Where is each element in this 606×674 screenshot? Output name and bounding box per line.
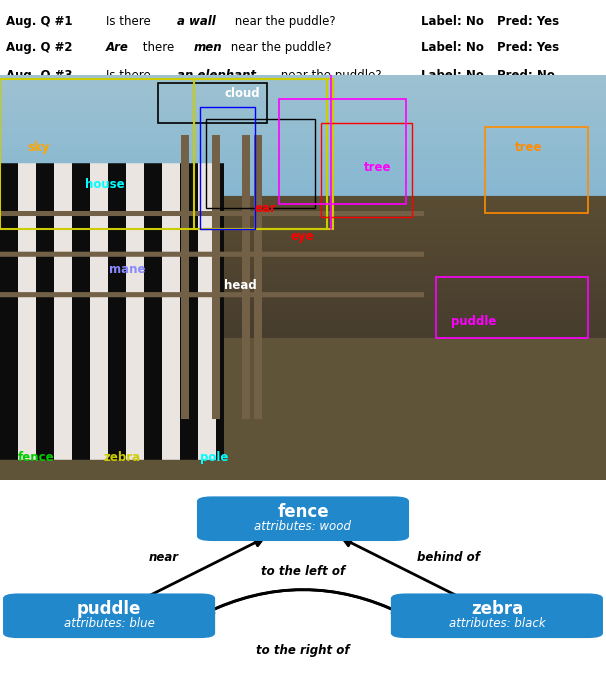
Bar: [0, 79, 333, 228]
Text: a wall: a wall: [177, 15, 216, 28]
Text: mane: mane: [109, 263, 145, 276]
Text: Label: No: Label: No: [421, 15, 484, 28]
Text: tree: tree: [364, 162, 391, 175]
FancyBboxPatch shape: [197, 496, 409, 541]
Text: ear: ear: [255, 202, 276, 215]
FancyBboxPatch shape: [3, 593, 215, 638]
Text: house: house: [85, 178, 124, 191]
Text: head: head: [224, 279, 257, 292]
Text: to the right of: to the right of: [256, 644, 350, 657]
Text: an elephant: an elephant: [177, 69, 256, 82]
Text: Is there: Is there: [106, 69, 155, 82]
Text: tree: tree: [515, 142, 542, 154]
Bar: [206, 119, 315, 208]
Text: there: there: [139, 41, 178, 54]
Text: Pred: No: Pred: No: [497, 69, 555, 82]
Text: Pred: Yes: Pred: Yes: [497, 41, 559, 54]
Text: zebra: zebra: [103, 451, 140, 464]
Bar: [158, 83, 267, 123]
Text: near the puddle?: near the puddle?: [231, 15, 336, 28]
Bar: [200, 107, 255, 228]
Text: Aug. Q #3: Aug. Q #3: [6, 69, 73, 82]
Text: fence: fence: [18, 451, 55, 464]
Text: attributes: black: attributes: black: [448, 617, 545, 630]
Bar: [485, 127, 588, 212]
Text: Aug. Q #2: Aug. Q #2: [6, 41, 73, 54]
Text: behind of: behind of: [417, 551, 480, 564]
FancyArrowPatch shape: [343, 539, 459, 597]
Text: Aug. Q #1: Aug. Q #1: [6, 15, 73, 28]
Text: Label: No: Label: No: [421, 69, 484, 82]
Text: puddle: puddle: [77, 600, 141, 618]
Text: eye: eye: [291, 231, 315, 243]
Bar: [279, 99, 406, 204]
FancyBboxPatch shape: [391, 593, 603, 638]
FancyArrowPatch shape: [205, 590, 404, 615]
Bar: [436, 278, 588, 338]
Text: near the puddle?: near the puddle?: [227, 41, 331, 54]
Text: attributes: blue: attributes: blue: [64, 617, 155, 630]
Text: zebra: zebra: [471, 600, 523, 618]
Text: Are: Are: [106, 41, 129, 54]
Text: cloud: cloud: [224, 86, 260, 100]
Text: fence: fence: [277, 503, 329, 521]
Text: to the left of: to the left of: [261, 565, 345, 578]
Text: puddle: puddle: [451, 315, 497, 328]
Text: sky: sky: [27, 142, 50, 154]
Text: Label: No: Label: No: [421, 41, 484, 54]
Bar: [194, 79, 327, 228]
FancyArrowPatch shape: [202, 590, 401, 615]
Bar: [321, 123, 412, 216]
Text: pole: pole: [200, 451, 228, 464]
FancyArrowPatch shape: [147, 539, 263, 597]
Text: Is there: Is there: [106, 15, 155, 28]
Text: near the puddle?: near the puddle?: [277, 69, 382, 82]
Text: attributes: wood: attributes: wood: [255, 520, 351, 533]
Text: near: near: [148, 551, 179, 564]
Text: Pred: Yes: Pred: Yes: [497, 15, 559, 28]
Text: men: men: [194, 41, 222, 54]
